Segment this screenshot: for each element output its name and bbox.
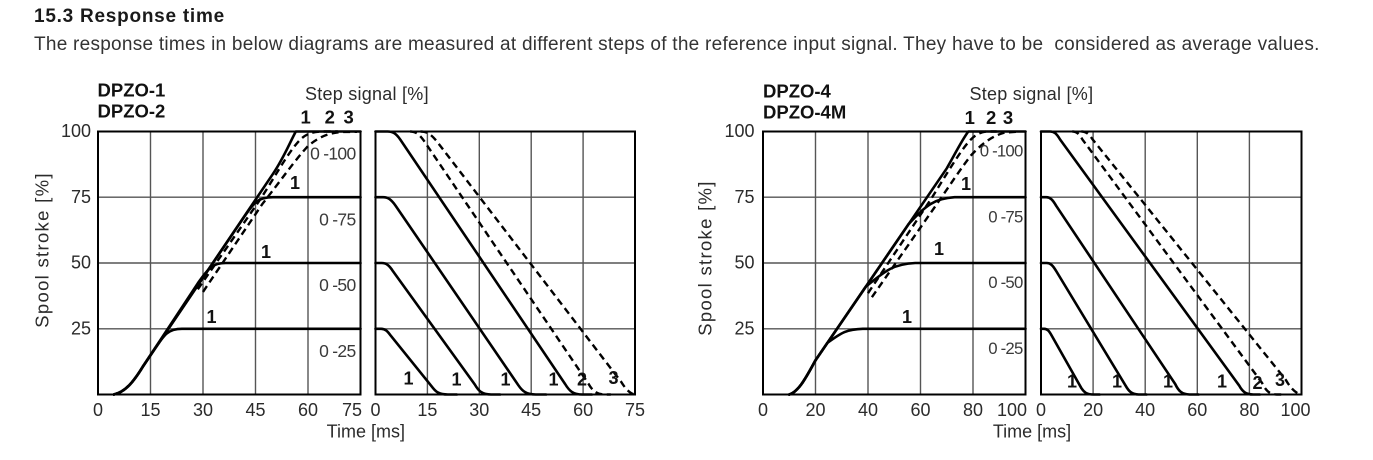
svg-text:30: 30 xyxy=(193,400,213,420)
svg-text:0: 0 xyxy=(1036,400,1046,420)
svg-text:0 -100: 0 -100 xyxy=(310,144,356,164)
svg-text:1: 1 xyxy=(961,174,971,194)
svg-text:Spool stroke [%]: Spool stroke [%] xyxy=(695,180,716,336)
svg-text:80: 80 xyxy=(963,400,983,420)
svg-text:1: 1 xyxy=(1217,372,1227,392)
svg-text:50: 50 xyxy=(734,253,754,273)
svg-text:25: 25 xyxy=(71,318,91,338)
svg-text:100: 100 xyxy=(724,121,754,141)
svg-text:75: 75 xyxy=(625,400,645,420)
svg-text:75: 75 xyxy=(734,187,754,207)
svg-text:0 -100: 0 -100 xyxy=(980,142,1023,161)
svg-text:Spool stroke [%]: Spool stroke [%] xyxy=(32,172,53,328)
svg-text:1: 1 xyxy=(934,239,944,259)
svg-text:0 -75: 0 -75 xyxy=(988,207,1023,226)
svg-text:0 -50: 0 -50 xyxy=(988,273,1023,292)
svg-text:3: 3 xyxy=(1003,107,1013,128)
svg-text:0 -25: 0 -25 xyxy=(988,339,1023,358)
svg-text:0: 0 xyxy=(370,400,380,420)
svg-text:0 -25: 0 -25 xyxy=(319,341,355,361)
svg-text:1: 1 xyxy=(548,370,558,390)
svg-text:1: 1 xyxy=(500,370,510,390)
svg-text:60: 60 xyxy=(298,400,318,420)
svg-text:1: 1 xyxy=(1112,372,1122,392)
svg-text:0: 0 xyxy=(93,400,103,420)
svg-text:0 -50: 0 -50 xyxy=(319,275,356,295)
svg-text:1: 1 xyxy=(451,370,461,390)
svg-text:3: 3 xyxy=(1275,370,1285,390)
svg-text:80: 80 xyxy=(1239,400,1259,420)
svg-text:DPZO-1: DPZO-1 xyxy=(98,80,166,101)
svg-text:DPZO-4: DPZO-4 xyxy=(763,81,832,102)
svg-text:60: 60 xyxy=(1187,400,1207,420)
svg-text:100: 100 xyxy=(997,400,1027,420)
svg-text:2: 2 xyxy=(577,370,587,390)
svg-text:3: 3 xyxy=(343,107,353,128)
svg-text:0: 0 xyxy=(758,400,768,420)
svg-text:75: 75 xyxy=(71,187,91,207)
svg-text:1: 1 xyxy=(965,107,975,128)
svg-text:1: 1 xyxy=(1067,372,1077,392)
svg-text:50: 50 xyxy=(71,253,91,273)
svg-text:100: 100 xyxy=(61,121,91,141)
svg-text:2: 2 xyxy=(325,107,335,128)
svg-text:40: 40 xyxy=(1135,400,1155,420)
svg-text:40: 40 xyxy=(858,400,878,420)
svg-text:1: 1 xyxy=(290,173,300,193)
svg-text:100: 100 xyxy=(1280,400,1310,420)
svg-text:Time [ms]: Time [ms] xyxy=(327,422,405,442)
svg-text:1: 1 xyxy=(403,369,413,389)
svg-text:60: 60 xyxy=(910,400,930,420)
svg-text:1: 1 xyxy=(1163,372,1173,392)
svg-text:3: 3 xyxy=(608,368,618,388)
svg-text:75: 75 xyxy=(342,400,362,420)
svg-text:DPZO-4M: DPZO-4M xyxy=(763,102,846,123)
svg-text:Time [ms]: Time [ms] xyxy=(993,422,1071,442)
svg-text:DPZO-2: DPZO-2 xyxy=(98,100,166,121)
svg-text:1: 1 xyxy=(206,307,216,327)
svg-text:45: 45 xyxy=(245,400,265,420)
svg-text:1: 1 xyxy=(902,307,912,327)
svg-text:45: 45 xyxy=(521,400,541,420)
svg-text:1: 1 xyxy=(300,107,310,128)
svg-text:60: 60 xyxy=(573,400,593,420)
svg-text:2: 2 xyxy=(1252,373,1262,393)
svg-text:1: 1 xyxy=(261,242,271,262)
svg-text:30: 30 xyxy=(469,400,489,420)
svg-text:15: 15 xyxy=(417,400,437,420)
svg-text:Step signal [%]: Step signal [%] xyxy=(970,84,1094,104)
svg-text:15: 15 xyxy=(140,400,160,420)
svg-text:25: 25 xyxy=(734,318,754,338)
svg-text:20: 20 xyxy=(805,400,825,420)
svg-text:Step signal [%]: Step signal [%] xyxy=(305,84,429,104)
svg-text:0 -75: 0 -75 xyxy=(319,209,355,229)
svg-text:2: 2 xyxy=(986,107,996,128)
svg-text:20: 20 xyxy=(1083,400,1103,420)
